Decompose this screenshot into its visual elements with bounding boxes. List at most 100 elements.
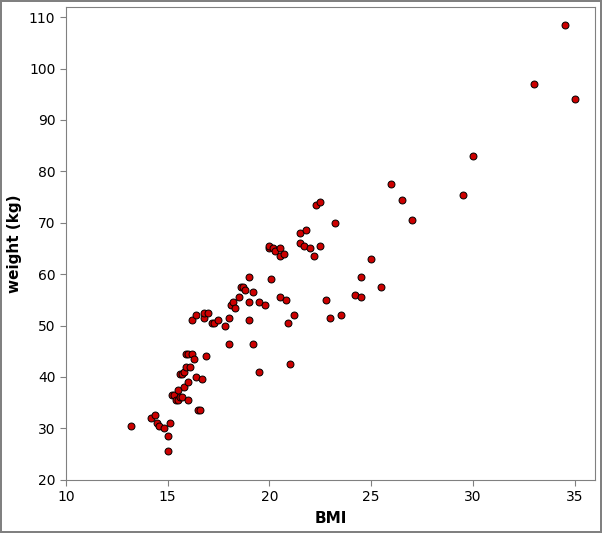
Point [226, 301, 235, 309]
Point [264, 241, 274, 250]
X-axis label: BMI: BMI [314, 511, 347, 526]
Point [285, 360, 294, 368]
Point [208, 319, 217, 327]
Point [321, 296, 331, 304]
Point [159, 424, 169, 433]
Point [244, 298, 254, 306]
Point [177, 370, 187, 378]
Point [275, 293, 284, 302]
Point [214, 316, 223, 325]
Point [301, 226, 311, 235]
Point [268, 244, 278, 253]
Point [330, 219, 340, 227]
Point [315, 241, 325, 250]
Point [315, 198, 325, 206]
Point [181, 362, 191, 371]
Point [271, 247, 281, 255]
Point [171, 396, 181, 405]
Point [230, 303, 240, 312]
Point [248, 340, 258, 348]
Point [244, 272, 254, 281]
Point [203, 309, 213, 317]
Point [181, 350, 191, 358]
Point [197, 375, 207, 384]
Y-axis label: weight (kg): weight (kg) [7, 194, 22, 293]
Point [191, 373, 201, 381]
Point [326, 313, 335, 322]
Point [199, 309, 209, 317]
Point [529, 80, 539, 88]
Point [224, 340, 234, 348]
Point [350, 290, 359, 299]
Point [305, 244, 315, 253]
Point [267, 275, 276, 284]
Point [165, 419, 175, 427]
Point [560, 21, 569, 29]
Point [193, 406, 203, 415]
Point [179, 383, 188, 391]
Point [367, 254, 376, 263]
Point [167, 391, 176, 399]
Point [179, 368, 188, 376]
Point [311, 200, 321, 209]
Point [356, 293, 366, 302]
Point [191, 311, 201, 319]
Point [356, 272, 366, 281]
Point [289, 311, 299, 319]
Point [187, 316, 197, 325]
Point [183, 350, 193, 358]
Point [407, 216, 417, 224]
Point [177, 393, 187, 402]
Point [255, 368, 264, 376]
Point [183, 396, 193, 405]
Point [238, 282, 247, 291]
Point [163, 432, 172, 440]
Point [236, 282, 246, 291]
Point [155, 422, 164, 430]
Point [163, 447, 172, 456]
Point [224, 313, 234, 322]
Point [261, 301, 270, 309]
Point [275, 252, 284, 261]
Point [309, 252, 319, 261]
Point [189, 354, 199, 363]
Point [169, 391, 179, 399]
Point [175, 370, 185, 378]
Point [202, 352, 211, 361]
Point [376, 282, 386, 291]
Point [468, 152, 478, 160]
Point [199, 313, 209, 322]
Point [209, 319, 219, 327]
Point [275, 244, 284, 253]
Point [397, 196, 406, 204]
Point [281, 296, 290, 304]
Point [195, 406, 205, 415]
Point [240, 285, 250, 294]
Point [248, 288, 258, 296]
Point [152, 419, 162, 427]
Point [295, 229, 305, 237]
Point [173, 396, 182, 405]
Point [336, 311, 346, 319]
Point [150, 411, 160, 419]
Point [173, 385, 182, 394]
Point [244, 316, 254, 325]
Point [234, 293, 244, 302]
Point [570, 95, 580, 104]
Point [279, 249, 288, 258]
Point [220, 321, 229, 330]
Point [458, 190, 468, 199]
Point [299, 241, 309, 250]
Point [187, 350, 197, 358]
Point [185, 362, 195, 371]
Point [228, 298, 238, 306]
Point [126, 422, 136, 430]
Point [283, 319, 293, 327]
Point [386, 180, 396, 189]
Point [295, 239, 305, 248]
Point [264, 244, 274, 253]
Point [146, 414, 156, 422]
Point [175, 393, 185, 402]
Point [255, 298, 264, 306]
Point [183, 378, 193, 386]
